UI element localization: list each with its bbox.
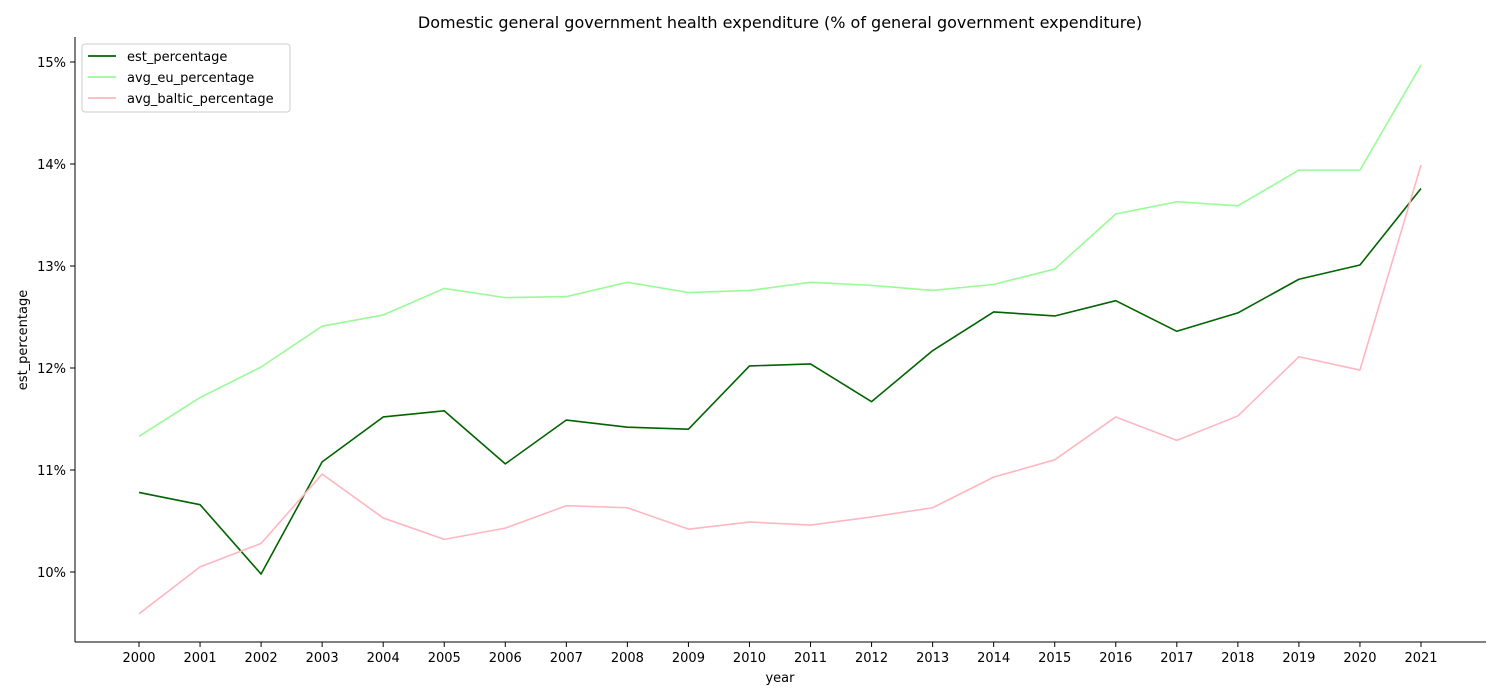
x-tick-label: 2014 bbox=[977, 651, 1010, 666]
legend-frame bbox=[81, 43, 291, 113]
legend-label: avg_eu_percentage bbox=[127, 71, 254, 86]
x-tick-label: 2021 bbox=[1404, 651, 1437, 666]
chart-legend: est_percentage avg_eu_percentage avg_balti… bbox=[81, 43, 291, 113]
x-tick-label: 2010 bbox=[733, 651, 766, 666]
y-axis-label: est_percentage bbox=[16, 290, 31, 390]
x-tick-label: 2003 bbox=[306, 651, 339, 666]
series-line-est-percentage bbox=[138, 187, 1422, 575]
series-line-avg-baltic-percentage bbox=[138, 164, 1422, 615]
y-axis-ticks: 10% 11% 12% 13% 14% 15% bbox=[37, 56, 75, 581]
x-tick-label: 2013 bbox=[916, 651, 949, 666]
x-tick-label: 2006 bbox=[489, 651, 522, 666]
chart-title: Domestic general government health expen… bbox=[418, 13, 1142, 32]
x-tick-label: 2007 bbox=[550, 651, 583, 666]
x-tick-label: 2011 bbox=[794, 651, 827, 666]
y-tick-label: 12% bbox=[37, 362, 66, 377]
y-tick-label: 15% bbox=[37, 56, 66, 71]
x-tick-label: 2002 bbox=[245, 651, 278, 666]
x-tick-label: 2018 bbox=[1221, 651, 1254, 666]
x-tick-label: 2009 bbox=[672, 651, 705, 666]
y-tick-label: 14% bbox=[37, 158, 66, 173]
x-tick-label: 2004 bbox=[367, 651, 400, 666]
x-axis-label: year bbox=[765, 671, 795, 686]
plot-series bbox=[138, 64, 1422, 615]
x-tick-label: 2012 bbox=[855, 651, 888, 666]
x-tick-label: 2017 bbox=[1160, 651, 1193, 666]
x-tick-label: 2005 bbox=[428, 651, 461, 666]
x-tick-label: 2000 bbox=[122, 651, 155, 666]
y-tick-label: 13% bbox=[37, 260, 66, 275]
legend-label: est_percentage bbox=[127, 50, 227, 65]
x-axis-ticks: 2000 2001 2002 2003 2004 2005 2006 2007 2008 2009… bbox=[122, 642, 1438, 666]
y-tick-label: 11% bbox=[37, 464, 66, 479]
x-tick-label: 2019 bbox=[1282, 651, 1315, 666]
legend-label: avg_baltic_percentage bbox=[127, 92, 274, 107]
x-tick-label: 2015 bbox=[1038, 651, 1071, 666]
series-line-avg-eu-percentage bbox=[138, 64, 1422, 438]
x-tick-label: 2020 bbox=[1343, 651, 1376, 666]
x-tick-label: 2001 bbox=[184, 651, 217, 666]
y-tick-label: 10% bbox=[37, 566, 66, 581]
x-tick-label: 2008 bbox=[611, 651, 644, 666]
x-tick-label: 2016 bbox=[1099, 651, 1132, 666]
